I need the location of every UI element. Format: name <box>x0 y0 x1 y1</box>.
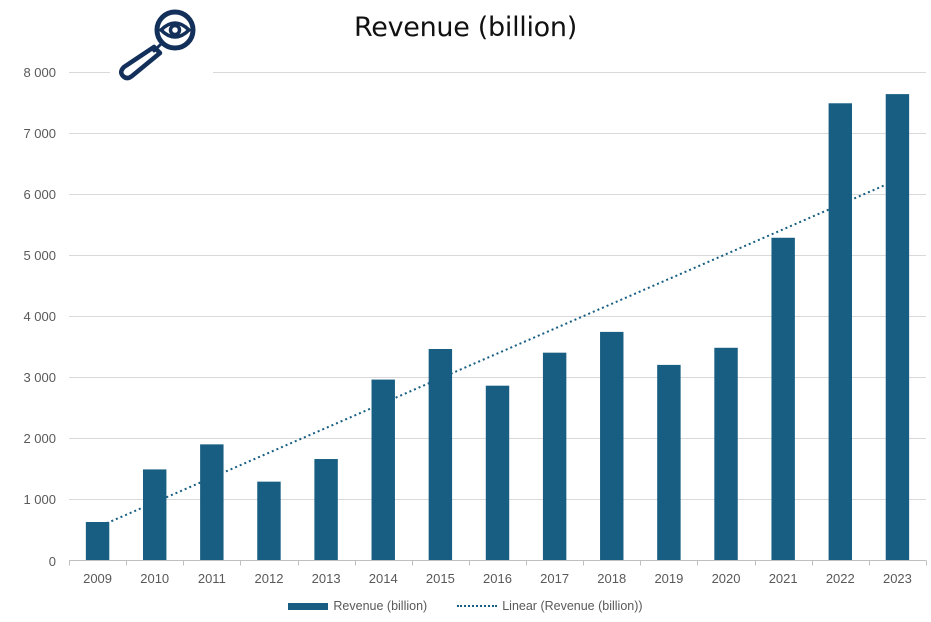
x-tick-label: 2010 <box>140 571 169 586</box>
bar-2009[interactable] <box>85 521 110 561</box>
bar-2021[interactable] <box>771 237 795 561</box>
y-tick-label: 2 000 <box>23 431 56 446</box>
bar-2019[interactable] <box>657 364 681 561</box>
x-tick-label: 2015 <box>426 571 455 586</box>
bar-2010[interactable] <box>142 469 167 561</box>
x-tick-label: 2012 <box>255 571 284 586</box>
bar-2017[interactable] <box>542 352 567 561</box>
y-tick-label: 7 000 <box>23 126 56 141</box>
x-tick-label: 2009 <box>83 571 112 586</box>
bar-2013[interactable] <box>314 459 338 561</box>
y-axis-tick-labels: 0 1 000 2 000 3 000 4 000 5 000 6 000 7 000 8 00… <box>23 65 56 569</box>
trendline <box>97 178 898 529</box>
y-tick-label: 3 000 <box>23 370 56 385</box>
y-tick-label: 4 000 <box>23 309 56 324</box>
y-tick-label: 6 000 <box>23 187 56 202</box>
bar-2015[interactable] <box>428 349 453 561</box>
legend: Revenue (billion) Linear (Revenue (billi… <box>0 599 931 613</box>
y-tick-label: 1 000 <box>23 492 56 507</box>
chart-title: Revenue (billion) <box>354 12 577 43</box>
x-axis <box>69 560 927 566</box>
legend-label-linear: Linear (Revenue (billion)) <box>502 599 643 613</box>
x-tick-label: 2022 <box>826 571 855 586</box>
x-tick-label: 2011 <box>198 571 226 586</box>
bar-2022[interactable] <box>828 103 853 561</box>
x-tick-label: 2017 <box>540 571 569 586</box>
bar-2011[interactable] <box>200 444 224 561</box>
magnifier-eye-icon <box>110 2 213 84</box>
bars <box>85 94 910 561</box>
linear-trendline[interactable] <box>97 178 898 529</box>
bar-2014[interactable] <box>371 379 395 561</box>
x-tick-label: 2016 <box>483 571 512 586</box>
legend-bar-swatch <box>288 602 329 610</box>
x-tick-label: 2018 <box>597 571 626 586</box>
x-tick-label: 2019 <box>654 571 683 586</box>
x-tick-label: 2023 <box>883 571 912 586</box>
y-tick-label: 8 000 <box>23 65 56 80</box>
y-tick-label: 0 <box>49 554 56 569</box>
x-axis-tick-labels: 2009 2010 2011 2012 2013 2014 2015 2016 2017 2018… <box>83 571 912 586</box>
legend-trendline-swatch <box>457 605 498 607</box>
legend-label-revenue: Revenue (billion) <box>333 599 428 613</box>
x-tick-label: 2013 <box>312 571 341 586</box>
x-tick-label: 2020 <box>712 571 741 586</box>
y-tick-label: 5 000 <box>23 248 56 263</box>
x-tick-label: 2021 <box>769 571 798 586</box>
legend-item-linear[interactable]: Linear (Revenue (billion)) <box>457 599 643 613</box>
bar-2012[interactable] <box>257 481 281 561</box>
legend-item-revenue[interactable]: Revenue (billion) <box>288 599 427 613</box>
bar-2023[interactable] <box>885 94 910 561</box>
bar-2016[interactable] <box>485 385 510 561</box>
x-tick-label: 2014 <box>369 571 398 586</box>
bar-2020[interactable] <box>714 347 738 561</box>
bar-2018[interactable] <box>600 331 624 561</box>
